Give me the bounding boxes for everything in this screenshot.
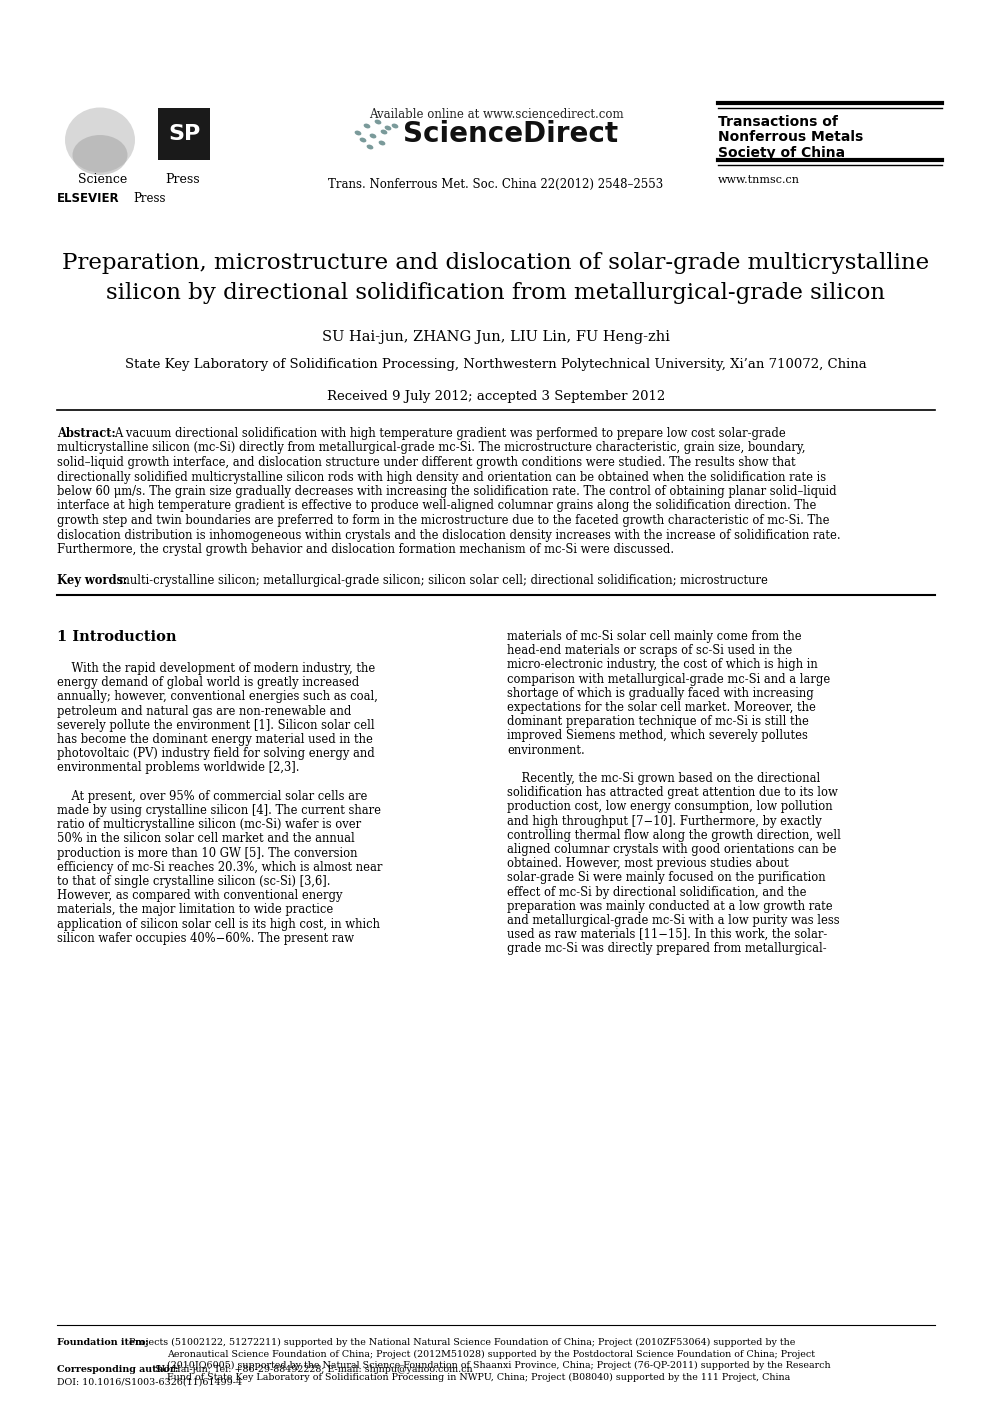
Text: silicon by directional solidification from metallurgical-grade silicon: silicon by directional solidification fr… <box>106 282 886 304</box>
Text: Furthermore, the crystal growth behavior and dislocation formation mechanism of : Furthermore, the crystal growth behavior… <box>57 543 675 556</box>
Text: State Key Laboratory of Solidification Processing, Northwestern Polytechnical Un: State Key Laboratory of Solidification P… <box>125 358 867 370</box>
Text: Transactions of: Transactions of <box>718 115 838 129</box>
Text: efficiency of mc-Si reaches 20.3%, which is almost near: efficiency of mc-Si reaches 20.3%, which… <box>57 861 382 874</box>
Text: head-end materials or scraps of sc-Si used in the: head-end materials or scraps of sc-Si us… <box>507 644 793 657</box>
Text: shortage of which is gradually faced with increasing: shortage of which is gradually faced wit… <box>507 687 813 700</box>
Text: Recently, the mc-Si grown based on the directional: Recently, the mc-Si grown based on the d… <box>507 772 820 786</box>
Text: aligned columnar crystals with good orientations can be: aligned columnar crystals with good orie… <box>507 843 836 856</box>
Text: However, as compared with conventional energy: However, as compared with conventional e… <box>57 890 342 902</box>
Ellipse shape <box>72 135 128 175</box>
Text: Press: Press <box>166 173 200 187</box>
Text: grade mc-Si was directly prepared from metallurgical-: grade mc-Si was directly prepared from m… <box>507 943 826 955</box>
Text: Trans. Nonferrous Met. Soc. China 22(2012) 2548–2553: Trans. Nonferrous Met. Soc. China 22(201… <box>328 178 664 191</box>
Text: below 60 μm/s. The grain size gradually decreases with increasing the solidifica: below 60 μm/s. The grain size gradually … <box>57 485 836 498</box>
Text: silicon wafer occupies 40%−60%. The present raw: silicon wafer occupies 40%−60%. The pres… <box>57 932 354 944</box>
Text: environment.: environment. <box>507 744 584 756</box>
Ellipse shape <box>385 126 392 130</box>
Text: and high throughput [7−10]. Furthermore, by exactly: and high throughput [7−10]. Furthermore,… <box>507 815 821 828</box>
Text: micro-electronic industry, the cost of which is high in: micro-electronic industry, the cost of w… <box>507 658 817 672</box>
Text: made by using crystalline silicon [4]. The current share: made by using crystalline silicon [4]. T… <box>57 804 381 817</box>
Text: obtained. However, most previous studies about: obtained. However, most previous studies… <box>507 857 789 870</box>
Text: ratio of multicrystalline silicon (mc-Si) wafer is over: ratio of multicrystalline silicon (mc-Si… <box>57 818 361 831</box>
Text: Key words:: Key words: <box>57 574 127 586</box>
Ellipse shape <box>375 119 381 125</box>
Bar <box>158 108 210 160</box>
Text: and metallurgical-grade mc-Si with a low purity was less: and metallurgical-grade mc-Si with a low… <box>507 913 839 927</box>
Text: Received 9 July 2012; accepted 3 September 2012: Received 9 July 2012; accepted 3 Septemb… <box>327 390 665 403</box>
Text: Corresponding author:: Corresponding author: <box>57 1365 179 1374</box>
Text: annually; however, conventional energies such as coal,: annually; however, conventional energies… <box>57 690 378 703</box>
Text: energy demand of global world is greatly increased: energy demand of global world is greatly… <box>57 676 359 689</box>
Text: application of silicon solar cell is its high cost, in which: application of silicon solar cell is its… <box>57 918 380 930</box>
Text: Aeronautical Science Foundation of China; Project (2012M51028) supported by the : Aeronautical Science Foundation of China… <box>167 1350 815 1358</box>
Text: severely pollute the environment [1]. Silicon solar cell: severely pollute the environment [1]. Si… <box>57 718 375 732</box>
Text: used as raw materials [11−15]. In this work, the solar-: used as raw materials [11−15]. In this w… <box>507 929 827 941</box>
Text: photovoltaic (PV) industry field for solving energy and: photovoltaic (PV) industry field for sol… <box>57 748 375 760</box>
Text: Projects (51002122, 51272211) supported by the National Natural Science Foundati: Projects (51002122, 51272211) supported … <box>129 1338 796 1347</box>
Text: ScienceDirect: ScienceDirect <box>403 121 618 147</box>
Text: multi-crystalline silicon; metallurgical-grade silicon; silicon solar cell; dire: multi-crystalline silicon; metallurgical… <box>119 574 768 586</box>
Ellipse shape <box>354 130 361 136</box>
Text: dominant preparation technique of mc-Si is still the: dominant preparation technique of mc-Si … <box>507 716 808 728</box>
Text: solidification has attracted great attention due to its low: solidification has attracted great atten… <box>507 786 838 800</box>
Ellipse shape <box>364 123 370 129</box>
Text: materials, the major limitation to wide practice: materials, the major limitation to wide … <box>57 904 333 916</box>
Text: Available online at www.sciencedirect.com: Available online at www.sciencedirect.co… <box>369 108 623 121</box>
Text: SP: SP <box>168 123 200 145</box>
Ellipse shape <box>65 108 135 173</box>
Text: production cost, low energy consumption, low pollution: production cost, low energy consumption,… <box>507 800 832 814</box>
Text: Preparation, microstructure and dislocation of solar-grade multicrystalline: Preparation, microstructure and dislocat… <box>62 253 930 274</box>
Text: Abstract:: Abstract: <box>57 427 116 441</box>
Text: Fund of State Key Laboratory of Solidification Processing in NWPU, China; Projec: Fund of State Key Laboratory of Solidifi… <box>167 1372 791 1382</box>
Text: Science: Science <box>78 173 128 187</box>
Text: SU Hai-jun; Tel: +86-29-88492228; E-mail: shjnpu@yahoo.com.cn: SU Hai-jun; Tel: +86-29-88492228; E-mail… <box>155 1365 472 1374</box>
Text: With the rapid development of modern industry, the: With the rapid development of modern ind… <box>57 662 375 675</box>
Text: comparison with metallurgical-grade mc-Si and a large: comparison with metallurgical-grade mc-S… <box>507 672 830 686</box>
Text: environmental problems worldwide [2,3].: environmental problems worldwide [2,3]. <box>57 762 300 774</box>
Ellipse shape <box>392 123 399 129</box>
Ellipse shape <box>360 137 366 143</box>
Ellipse shape <box>370 133 376 139</box>
Text: ELSEVIER: ELSEVIER <box>57 192 120 205</box>
Text: Foundation item:: Foundation item: <box>57 1338 149 1347</box>
Text: SU Hai-jun, ZHANG Jun, LIU Lin, FU Heng-zhi: SU Hai-jun, ZHANG Jun, LIU Lin, FU Heng-… <box>322 330 670 344</box>
Text: has become the dominant energy material used in the: has become the dominant energy material … <box>57 732 373 746</box>
Text: A vacuum directional solidification with high temperature gradient was performed: A vacuum directional solidification with… <box>114 427 786 441</box>
Text: improved Siemens method, which severely pollutes: improved Siemens method, which severely … <box>507 730 807 742</box>
Text: directionally solidified multicrystalline silicon rods with high density and ori: directionally solidified multicrystallin… <box>57 470 826 484</box>
Text: preparation was mainly conducted at a low growth rate: preparation was mainly conducted at a lo… <box>507 899 832 913</box>
Ellipse shape <box>367 145 373 150</box>
Text: interface at high temperature gradient is effective to produce well-aligned colu: interface at high temperature gradient i… <box>57 499 816 512</box>
Text: solar-grade Si were mainly focused on the purification: solar-grade Si were mainly focused on th… <box>507 871 825 884</box>
Text: (2010JQ6005) supported by the Natural Science Foundation of Shaanxi Province, Ch: (2010JQ6005) supported by the Natural Sc… <box>167 1361 830 1371</box>
Text: solid–liquid growth interface, and dislocation structure under different growth : solid–liquid growth interface, and dislo… <box>57 456 796 469</box>
Ellipse shape <box>381 129 388 135</box>
Text: 50% in the silicon solar cell market and the annual: 50% in the silicon solar cell market and… <box>57 832 355 846</box>
Ellipse shape <box>379 140 385 146</box>
Text: 1 Introduction: 1 Introduction <box>57 630 177 644</box>
Text: effect of mc-Si by directional solidification, and the: effect of mc-Si by directional solidific… <box>507 885 806 898</box>
Text: dislocation distribution is inhomogeneous within crystals and the dislocation de: dislocation distribution is inhomogeneou… <box>57 529 840 542</box>
Text: petroleum and natural gas are non-renewable and: petroleum and natural gas are non-renewa… <box>57 704 351 717</box>
Text: growth step and twin boundaries are preferred to form in the microstructure due : growth step and twin boundaries are pref… <box>57 513 829 528</box>
Text: multicrystalline silicon (mc-Si) directly from metallurgical-grade mc-Si. The mi: multicrystalline silicon (mc-Si) directl… <box>57 442 806 455</box>
Text: Nonferrous Metals: Nonferrous Metals <box>718 130 863 145</box>
Text: controlling thermal flow along the growth direction, well: controlling thermal flow along the growt… <box>507 829 841 842</box>
Text: Society of China: Society of China <box>718 146 845 160</box>
Text: materials of mc-Si solar cell mainly come from the: materials of mc-Si solar cell mainly com… <box>507 630 802 643</box>
Text: to that of single crystalline silicon (sc-Si) [3,6].: to that of single crystalline silicon (s… <box>57 875 330 888</box>
Text: DOI: 10.1016/S1003-6326(11)61499-4: DOI: 10.1016/S1003-6326(11)61499-4 <box>57 1378 242 1388</box>
Text: www.tnmsc.cn: www.tnmsc.cn <box>718 175 800 185</box>
Text: production is more than 10 GW [5]. The conversion: production is more than 10 GW [5]. The c… <box>57 846 357 860</box>
Text: expectations for the solar cell market. Moreover, the: expectations for the solar cell market. … <box>507 702 815 714</box>
Text: At present, over 95% of commercial solar cells are: At present, over 95% of commercial solar… <box>57 790 367 803</box>
Text: Press: Press <box>133 192 166 205</box>
